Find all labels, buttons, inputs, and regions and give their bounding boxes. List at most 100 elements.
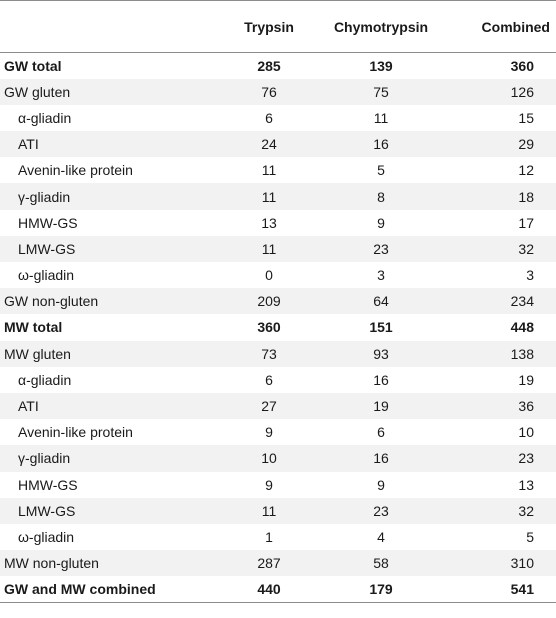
table-row: Avenin-like protein 9 6 10 — [0, 419, 556, 446]
cell-chymotrypsin: 139 — [369, 57, 393, 74]
table-row: Avenin-like protein 11 5 12 — [0, 157, 556, 184]
cell-combined: 12 — [518, 162, 534, 179]
table-row: γ-gliadin 10 16 23 — [0, 445, 556, 472]
row-label: γ-gliadin — [18, 188, 71, 205]
row-label: GW total — [4, 57, 62, 74]
header-cell-trypsin: Trypsin — [244, 18, 294, 35]
cell-trypsin: 11 — [261, 240, 277, 257]
cell-combined: 32 — [518, 502, 534, 519]
cell-combined: 360 — [510, 57, 534, 74]
cell-trypsin: 6 — [265, 371, 273, 388]
cell-chymotrypsin: 4 — [377, 528, 385, 545]
table-row: GW and MW combined 440 179 541 — [0, 576, 556, 603]
cell-chymotrypsin: 6 — [377, 424, 385, 441]
cell-trypsin: 209 — [257, 293, 281, 310]
cell-chymotrypsin: 16 — [373, 450, 389, 467]
cell-combined: 29 — [518, 136, 534, 153]
header-cell-label — [0, 1, 212, 53]
row-label: γ-gliadin — [18, 450, 71, 467]
row-label: GW gluten — [4, 83, 71, 100]
table-row: HMW-GS 13 9 17 — [0, 209, 556, 236]
cell-trypsin: 287 — [257, 555, 281, 572]
cell-trypsin: 24 — [261, 136, 277, 153]
row-label: MW gluten — [4, 345, 71, 362]
row-label: ω-gliadin — [18, 528, 75, 545]
cell-trypsin: 440 — [257, 581, 281, 598]
table-row: HMW-GS 9 9 13 — [0, 471, 556, 498]
header-cell-combined: Combined — [481, 18, 550, 35]
table-row: α-gliadin 6 11 15 — [0, 104, 556, 132]
cell-chymotrypsin: 9 — [377, 214, 385, 231]
row-label: LMW-GS — [18, 502, 76, 519]
cell-trypsin: 11 — [261, 502, 277, 519]
cell-chymotrypsin: 23 — [373, 240, 389, 257]
table-row: ATI 27 19 36 — [0, 392, 556, 420]
cell-trypsin: 9 — [265, 424, 273, 441]
top-rule — [0, 0, 556, 1]
cell-combined: 541 — [510, 581, 534, 598]
cell-combined: 18 — [518, 188, 534, 205]
table-row: GW non-gluten 209 64 234 — [0, 288, 556, 315]
row-label: α-gliadin — [18, 109, 72, 126]
cell-combined: 5 — [526, 528, 534, 545]
cell-trypsin: 13 — [261, 214, 277, 231]
table-row: LMW-GS 11 23 32 — [0, 497, 556, 524]
cell-combined: 126 — [510, 83, 534, 100]
cell-trypsin: 11 — [261, 188, 277, 205]
cell-combined: 15 — [518, 109, 534, 126]
row-label: α-gliadin — [18, 371, 72, 388]
table-row: MW gluten 73 93 138 — [0, 340, 556, 367]
table-row: ω-gliadin 0 3 3 — [0, 262, 556, 289]
cell-combined: 138 — [510, 345, 534, 362]
row-label: ATI — [18, 136, 39, 153]
table-row: GW total 285 139 360 — [0, 52, 556, 79]
header-cell-chymotrypsin: Chymotrypsin — [333, 18, 429, 35]
cell-trypsin: 76 — [261, 83, 277, 100]
cell-combined: 17 — [518, 214, 534, 231]
cell-chymotrypsin: 8 — [377, 188, 385, 205]
row-label: HMW-GS — [18, 476, 78, 493]
row-label: MW non-gluten — [4, 555, 99, 572]
cell-trypsin: 1 — [265, 528, 273, 545]
header-row: Trypsin Chymotrypsin Combined — [0, 0, 556, 53]
cell-chymotrypsin: 23 — [373, 502, 389, 519]
cell-trypsin: 73 — [261, 345, 277, 362]
cell-combined: 13 — [518, 476, 534, 493]
cell-trypsin: 0 — [265, 267, 273, 284]
cell-combined: 36 — [518, 398, 534, 415]
row-label: LMW-GS — [18, 240, 76, 257]
row-label: Avenin-like protein — [18, 162, 133, 179]
cell-chymotrypsin: 11 — [373, 109, 389, 126]
table-header: Trypsin Chymotrypsin Combined — [0, 0, 556, 53]
cell-trypsin: 9 — [265, 476, 273, 493]
cell-chymotrypsin: 64 — [373, 293, 389, 310]
row-label: GW non-gluten — [4, 293, 99, 310]
cell-chymotrypsin: 58 — [373, 555, 389, 572]
cell-chymotrypsin: 3 — [377, 267, 385, 284]
cell-combined: 234 — [510, 293, 534, 310]
cell-trypsin: 11 — [261, 162, 277, 179]
table-row: MW total 360 151 448 — [0, 314, 556, 341]
cell-combined: 448 — [510, 319, 534, 336]
protein-count-table: Trypsin Chymotrypsin Combined GW total 28… — [0, 0, 556, 603]
row-label: Avenin-like protein — [18, 424, 133, 441]
cell-trypsin: 27 — [261, 398, 277, 415]
row-label: MW total — [4, 319, 63, 336]
cell-chymotrypsin: 16 — [373, 371, 389, 388]
cell-trypsin: 285 — [257, 57, 281, 74]
cell-combined: 19 — [518, 371, 534, 388]
cell-trypsin: 10 — [261, 450, 277, 467]
row-label: ATI — [18, 398, 39, 415]
row-label: ω-gliadin — [18, 267, 75, 284]
table-row: ω-gliadin 1 4 5 — [0, 523, 556, 551]
cell-combined: 32 — [518, 240, 534, 257]
cell-chymotrypsin: 5 — [377, 162, 385, 179]
cell-chymotrypsin: 151 — [369, 319, 393, 336]
cell-combined: 3 — [526, 267, 534, 284]
cell-combined: 310 — [510, 555, 534, 572]
cell-trypsin: 360 — [257, 319, 281, 336]
cell-chymotrypsin: 179 — [369, 581, 393, 598]
cell-chymotrypsin: 93 — [373, 345, 389, 362]
cell-chymotrypsin: 19 — [373, 398, 389, 415]
